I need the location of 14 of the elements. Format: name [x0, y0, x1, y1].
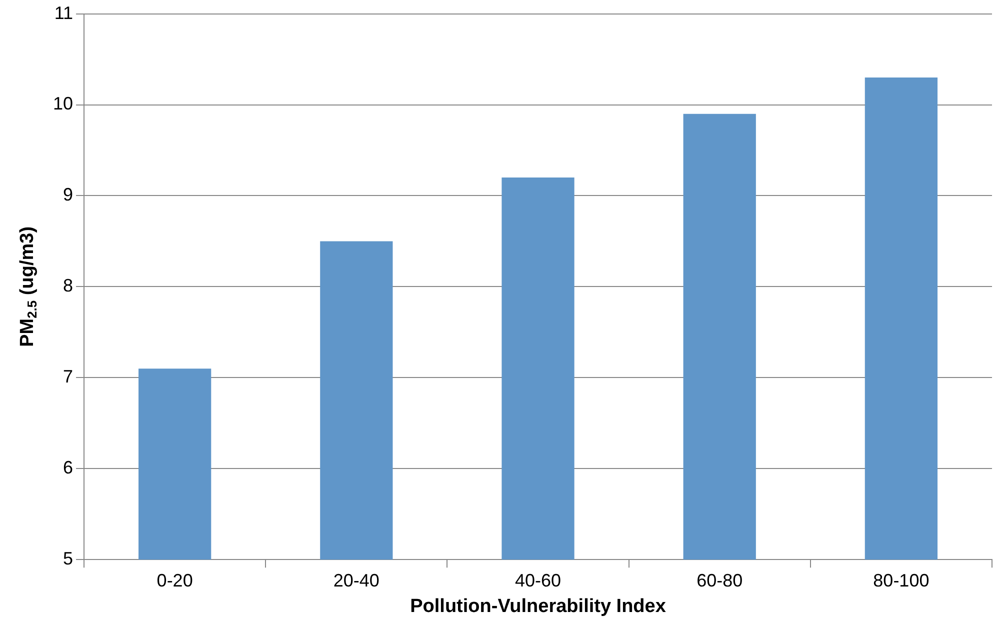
x-tick-label: 60-80	[696, 570, 743, 590]
y-tick-label: 7	[63, 366, 74, 387]
y-tick-label: 5	[63, 548, 74, 569]
x-tick-label: 80-100	[873, 570, 930, 590]
x-tick-label: 0-20	[156, 570, 193, 590]
x-tick-label: 20-40	[333, 570, 380, 590]
y-tick-label: 9	[63, 184, 74, 205]
y-axis-title: PM2.5 (ug/m3)	[17, 226, 40, 347]
y-tick-label: 11	[54, 2, 74, 23]
x-axis-title: Pollution-Vulnerability Index	[410, 596, 666, 617]
x-tick-label: 40-60	[514, 570, 562, 590]
y-tick-label: 6	[63, 458, 74, 478]
y-tick-label: 8	[63, 276, 74, 296]
y-tick-label: 10	[52, 94, 74, 114]
